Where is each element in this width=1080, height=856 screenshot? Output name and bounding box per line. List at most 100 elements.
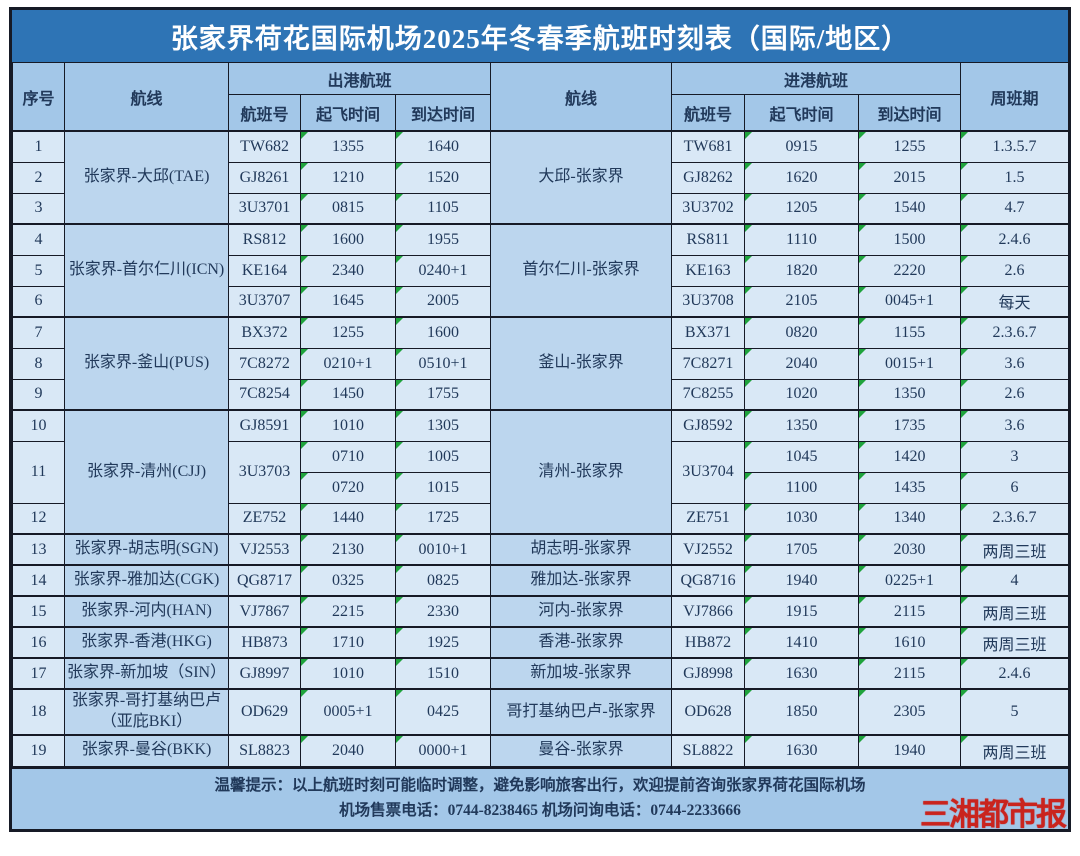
arrive-time-in-cell: 2220 [858,254,962,287]
weekly-cell: 2.3.6.7 [960,316,1070,349]
depart-time-in-cell: 1630 [744,657,860,690]
flight-row: 6 3U3707 1645 2005 3U3708 2105 0045+1 每天 [12,285,1070,318]
depart-time-in-cell: 0915 [744,130,860,163]
flight-no-in-cell: GJ8262 [671,161,746,194]
arrive-time-in-cell: 2030 [858,533,962,566]
col-header-departure-group: 出港航班 [227,62,492,95]
flight-no-in-cell: 3U3702 [671,192,746,225]
depart-time-out-cell: 1710 [300,626,396,659]
depart-time-in-cell: 0820 [744,316,860,349]
route-out-cell: 张家界-曼谷(BKK) [64,734,229,767]
flight-no-in-cell: HB872 [671,626,746,659]
arrive-time-out-cell: 0010+1 [394,533,492,566]
flight-no-in-cell: RS811 [671,223,746,256]
arrive-time-in-cell: 1500 [858,223,962,256]
depart-time-in-cell: 1850 [744,688,860,736]
arrive-time-out-cell: 2005 [394,285,492,318]
weekly-cell: 1.5 [960,161,1070,194]
route-out-cell: 张家界-清州(CJJ) [64,409,229,535]
depart-time-out-cell: 1645 [300,285,396,318]
depart-time-out-cell: 1600 [300,223,396,256]
arrive-time-in-cell: 1435 [858,471,962,504]
flight-no-in-cell: GJ8998 [671,657,746,690]
route-in-cell: 首尔仁川-张家界 [490,223,673,318]
seq-cell: 17 [12,657,65,690]
weekly-cell: 每天 [960,285,1070,318]
flight-no-out-cell: 3U3701 [228,192,301,225]
depart-time-in-cell: 1410 [744,626,860,659]
flight-no-out-cell: GJ8997 [228,657,301,690]
col-header-arrive-time-in: 到达时间 [858,94,962,132]
route-in-cell: 胡志明-张家界 [490,533,673,566]
flight-schedule-sheet: 张家界荷花国际机场2025年冬春季航班时刻表（国际/地区） 序号 航线 出港航班… [9,7,1071,832]
col-header-weekly: 周班期 [960,62,1070,132]
weekly-cell: 1.3.5.7 [960,130,1070,163]
weekly-cell: 3 [960,440,1070,473]
depart-time-in-cell: 1205 [744,192,860,225]
seq-cell: 6 [12,285,65,318]
seq-cell: 11 [12,440,65,504]
weekly-cell: 6 [960,471,1070,504]
arrive-time-out-cell: 0000+1 [394,734,492,767]
flight-no-out-cell: ZE752 [228,502,301,535]
flight-no-in-cell: 3U3704 [671,440,746,504]
arrive-time-in-cell: 0225+1 [858,564,962,597]
depart-time-out-cell: 0325 [300,564,396,597]
flight-row: 16 张家界-香港(HKG) HB873 1710 1925 香港-张家界 HB872 141… [12,626,1070,659]
arrive-time-out-cell: 1015 [394,471,492,504]
depart-time-out-cell: 1355 [300,130,396,163]
arrive-time-out-cell: 0510+1 [394,347,492,380]
arrive-time-in-cell: 1735 [858,409,962,442]
weekly-cell: 3.6 [960,347,1070,380]
depart-time-in-cell: 2105 [744,285,860,318]
arrive-time-out-cell: 1725 [394,502,492,535]
flight-row: 18 张家界-哥打基纳巴卢 （亚庇BKI） OD629 0005+1 0425 哥打基纳巴… [12,688,1070,736]
seq-cell: 14 [12,564,65,597]
depart-time-out-cell: 0210+1 [300,347,396,380]
col-header-route-in: 航线 [490,62,673,132]
arrive-time-out-cell: 1510 [394,657,492,690]
arrive-time-in-cell: 1540 [858,192,962,225]
footer-phone-text: 机场售票电话：0744-8238465 机场问询电话：0744-2233666 [339,801,741,819]
arrive-time-out-cell: 1755 [394,378,492,411]
weekly-cell: 2.4.6 [960,657,1070,690]
arrive-time-out-cell: 1520 [394,161,492,194]
depart-time-out-cell: 2215 [300,595,396,628]
seq-cell: 19 [12,734,65,767]
flight-no-in-cell: QG8716 [671,564,746,597]
arrive-time-in-cell: 2015 [858,161,962,194]
depart-time-out-cell: 0815 [300,192,396,225]
col-header-flight-no-in: 航班号 [671,94,746,132]
depart-time-in-cell: 1620 [744,161,860,194]
flight-no-out-cell: QG8717 [228,564,301,597]
flight-row: 8 7C8272 0210+1 0510+1 7C8271 2040 0015+1 3.6 [12,347,1070,380]
arrive-time-in-cell: 1420 [858,440,962,473]
flight-row: 7 张家界-釜山(PUS) BX372 1255 1600 釜山-张家界 BX371 0820… [12,316,1070,411]
flight-no-out-cell: 3U3707 [228,285,301,318]
flight-row: 1 张家界-大邱(TAE) TW682 1355 1640 大邱-张家界 TW681 0915… [12,130,1070,225]
flight-no-out-cell: OD629 [228,688,301,736]
depart-time-in-cell: 1705 [744,533,860,566]
seq-cell: 3 [12,192,65,225]
depart-time-in-cell: 1915 [744,595,860,628]
depart-time-out-cell: 2130 [300,533,396,566]
flight-row: 0720 1015 1100 1435 6 [13,471,1070,504]
route-in-cell: 新加坡-张家界 [490,657,673,690]
seq-cell: 4 [12,223,65,256]
arrive-time-in-cell: 0015+1 [858,347,962,380]
flight-no-out-cell: GJ8591 [228,409,301,442]
flight-no-in-cell: 3U3708 [671,285,746,318]
seq-cell: 9 [12,378,65,411]
seq-cell: 13 [12,533,65,566]
route-out-cell: 张家界-胡志明(SGN) [64,533,229,566]
route-out-cell: 张家界-河内(HAN) [64,595,229,628]
weekly-cell: 2.6 [960,254,1070,287]
flight-row: 17 张家界-新加坡（SIN） GJ8997 1010 1510 新加坡-张家界 GJ899… [12,657,1070,690]
route-in-cell: 大邱-张家界 [490,130,673,225]
seq-cell: 1 [12,130,65,163]
sanxiang-metropolis-daily-logo: 三湘都市报 [920,796,1067,832]
flight-row: 19 张家界-曼谷(BKK) SL8823 2040 0000+1 曼谷-张家界 SL882… [12,734,1070,767]
arrive-time-out-cell: 0240+1 [394,254,492,287]
seq-cell: 16 [12,626,65,659]
depart-time-in-cell: 1940 [744,564,860,597]
